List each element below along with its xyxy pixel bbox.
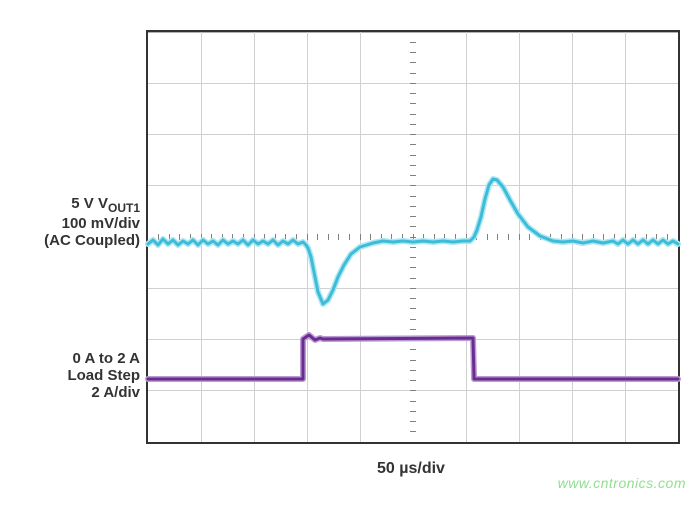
watermark: www.cntronics.com [558, 475, 686, 491]
label-line: 100 mV/div [44, 215, 140, 232]
traces-svg [148, 32, 678, 442]
ch2-trace-glow [148, 335, 678, 379]
label-line: 2 A/div [67, 384, 140, 401]
plot-area [146, 30, 680, 444]
ch2-trace [148, 335, 678, 379]
label-line: (AC Coupled) [44, 232, 140, 249]
label-line: 5 V VOUT1 [44, 195, 140, 215]
figure: 5 V VOUT1100 mV/div(AC Coupled) 0 A to 2… [0, 0, 700, 505]
label-line: 0 A to 2 A [67, 350, 140, 367]
label-line: Load Step [67, 367, 140, 384]
ch2-label: 0 A to 2 ALoad Step2 A/div [67, 350, 140, 401]
ch1-label: 5 V VOUT1100 mV/div(AC Coupled) [44, 195, 140, 249]
